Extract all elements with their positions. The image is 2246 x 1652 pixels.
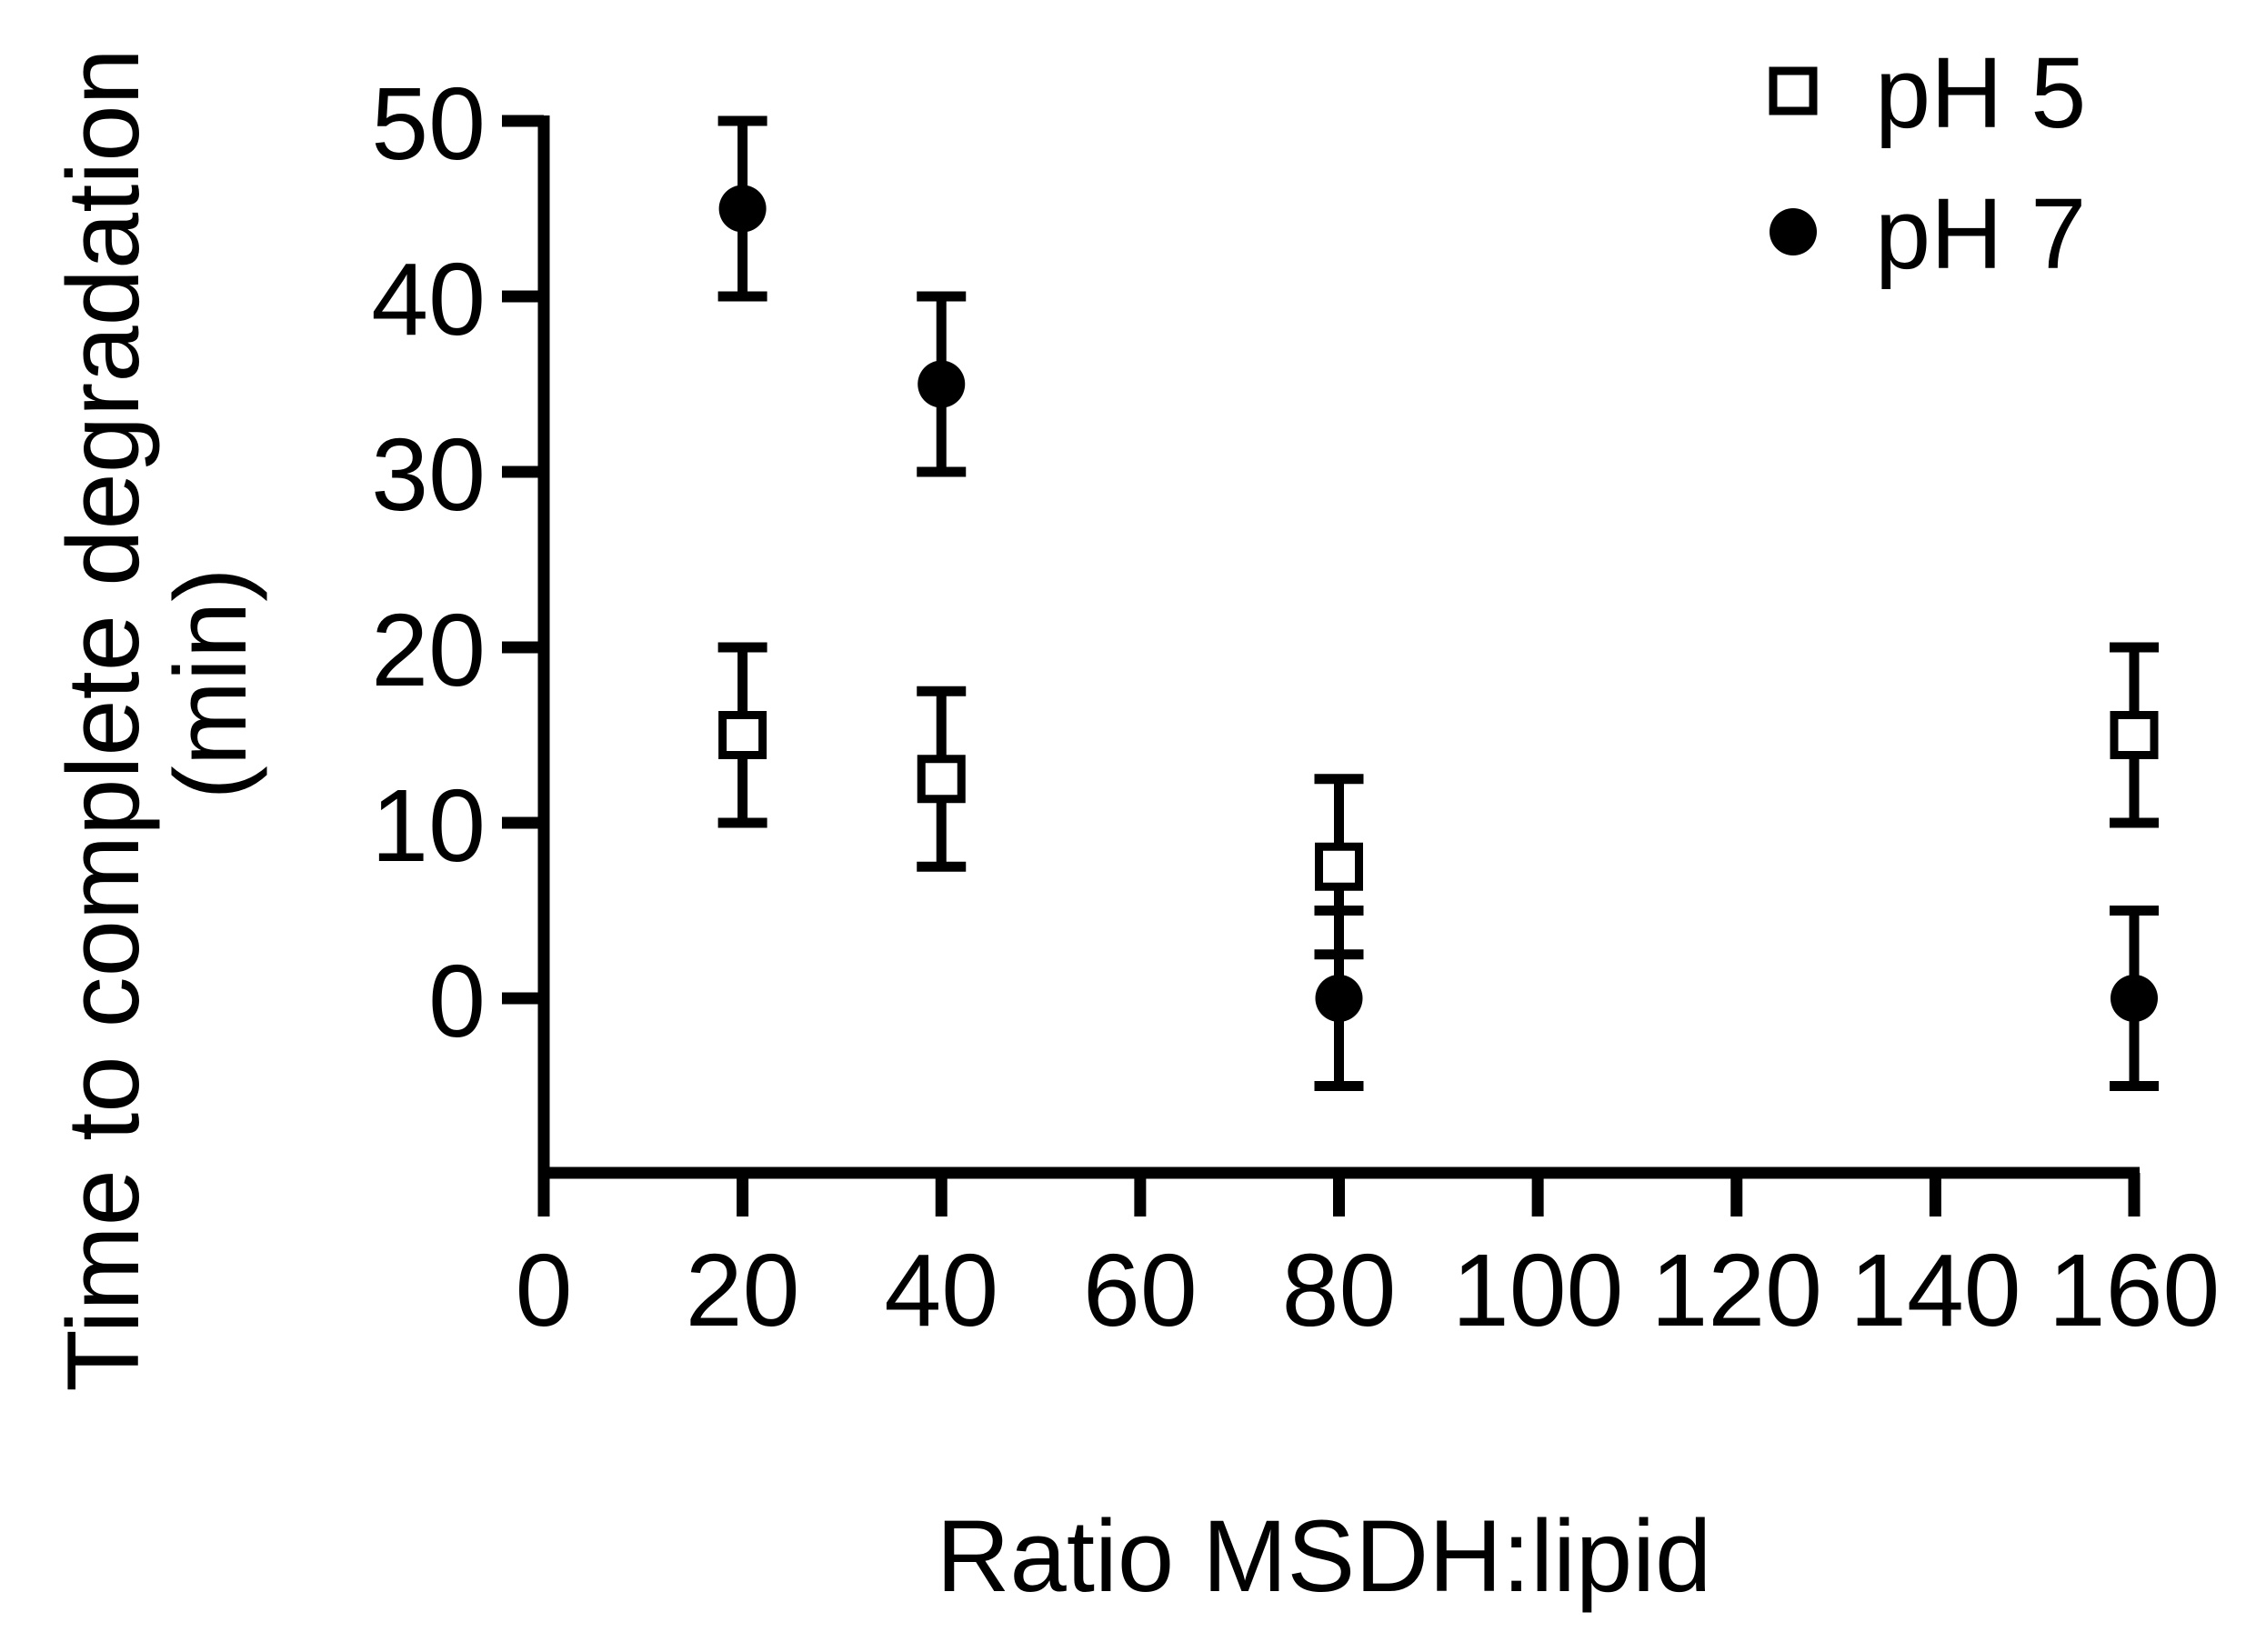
data-point-ph-7 [1315, 975, 1363, 1022]
legend-label-ph-7: pH 7 [1875, 178, 2086, 290]
y-tick-label: 10 [371, 768, 486, 883]
data-point-ph-7 [718, 185, 767, 233]
x-tick-label: 160 [2049, 1233, 2221, 1347]
data-point-ph-5 [1315, 842, 1363, 891]
x-tick-label: 0 [516, 1233, 573, 1347]
y-tick-label: 40 [371, 242, 486, 356]
data-point-ph-7 [917, 360, 966, 408]
legend-marker-ph-7 [1770, 208, 1817, 255]
x-tick-label: 100 [1452, 1233, 1624, 1347]
y-tick-label: 50 [371, 66, 486, 181]
x-tick-label: 20 [686, 1233, 800, 1347]
x-tick-label: 40 [884, 1233, 998, 1347]
data-point-ph-5 [2110, 711, 2159, 759]
legend-marker-ph-5 [1769, 66, 1818, 115]
x-tick-label: 60 [1083, 1233, 1198, 1347]
y-axis-title-line2: (min) [154, 567, 267, 799]
y-tick-label: 30 [371, 417, 486, 532]
legend-label-ph-5: pH 5 [1875, 37, 2086, 149]
x-axis-title: Ratio MSDH:lipid [937, 1499, 1712, 1613]
x-tick-label: 80 [1282, 1233, 1397, 1347]
data-point-ph-5 [917, 755, 966, 804]
y-tick-label: 0 [428, 944, 486, 1058]
data-point-ph-5 [718, 711, 767, 759]
x-tick-label: 140 [1850, 1233, 2021, 1347]
x-tick-label: 120 [1650, 1233, 1822, 1347]
y-axis-title-line1: Time to complete degradation [46, 48, 160, 1392]
y-tick-label: 20 [371, 593, 486, 707]
data-point-ph-7 [2111, 975, 2158, 1022]
